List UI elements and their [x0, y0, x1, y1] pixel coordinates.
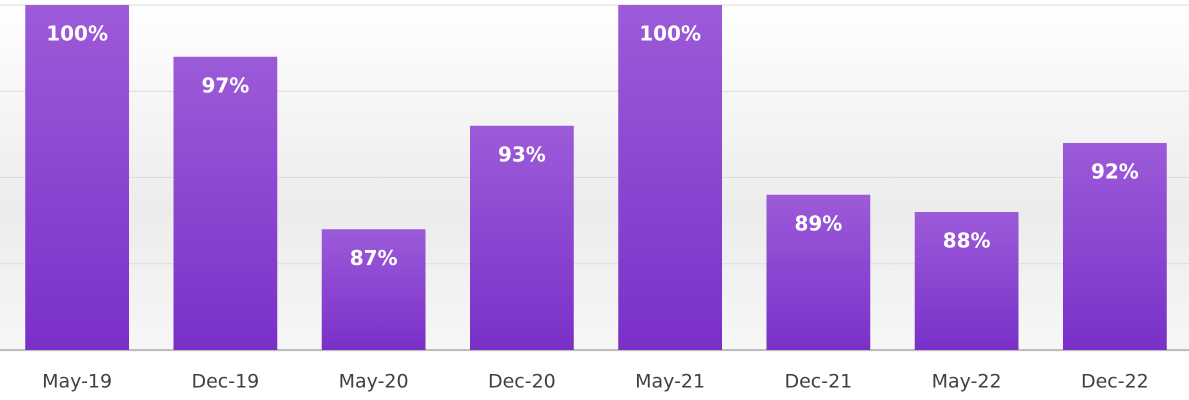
- bar: [173, 56, 278, 350]
- bar: [1062, 143, 1167, 350]
- data-label: 88%: [943, 229, 991, 253]
- bar: [469, 125, 574, 350]
- x-tick-label: Dec-20: [488, 371, 556, 393]
- axis-background: [0, 352, 1189, 400]
- bar: [766, 194, 871, 350]
- bar: [321, 229, 426, 350]
- x-tick-label: Dec-21: [784, 371, 852, 393]
- x-tick-label: Dec-19: [191, 371, 259, 393]
- x-tick-label: May-22: [932, 371, 1002, 393]
- bar: [914, 212, 1019, 350]
- data-label: 100%: [46, 22, 108, 46]
- data-label: 93%: [498, 142, 546, 166]
- data-label: 100%: [639, 22, 701, 46]
- x-tick-label: May-20: [339, 371, 409, 393]
- data-label: 97%: [201, 73, 249, 97]
- data-label: 92%: [1091, 160, 1139, 184]
- bar: [25, 5, 130, 350]
- x-tick-label: Dec-22: [1081, 371, 1149, 393]
- x-tick-label: May-21: [635, 371, 705, 393]
- data-label: 89%: [794, 211, 842, 235]
- x-tick-label: May-19: [42, 371, 112, 393]
- data-label: 87%: [350, 246, 398, 270]
- bar: [618, 5, 723, 350]
